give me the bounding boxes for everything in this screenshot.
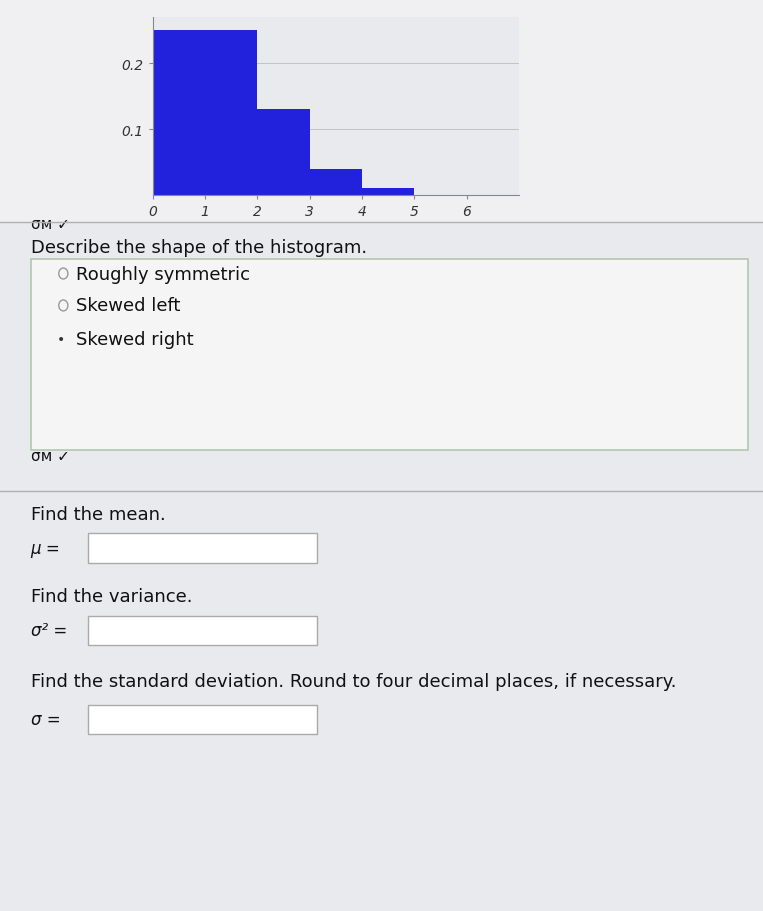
Text: σ² =: σ² = [31,621,67,640]
Text: Find the variance.: Find the variance. [31,588,192,606]
Bar [205,31,257,196]
Bar [257,110,310,196]
Text: Skewed left: Skewed left [76,297,181,315]
Bar [153,31,205,196]
Bar [310,169,362,196]
Text: σ =: σ = [31,711,60,729]
Text: Skewed right: Skewed right [76,331,194,349]
Bar [362,189,414,196]
Text: Describe the shape of the histogram.: Describe the shape of the histogram. [31,239,367,257]
Text: Find the standard deviation. Round to four decimal places, if necessary.: Find the standard deviation. Round to fo… [31,672,676,691]
Text: Find the mean.: Find the mean. [31,506,166,524]
Text: μ =: μ = [31,539,60,558]
Text: σᴍ ✓: σᴍ ✓ [31,217,69,231]
Text: x: x [331,245,340,261]
Text: Roughly symmetric: Roughly symmetric [76,265,250,283]
Text: σᴍ ✓: σᴍ ✓ [31,448,69,463]
Text: •: • [57,333,66,347]
